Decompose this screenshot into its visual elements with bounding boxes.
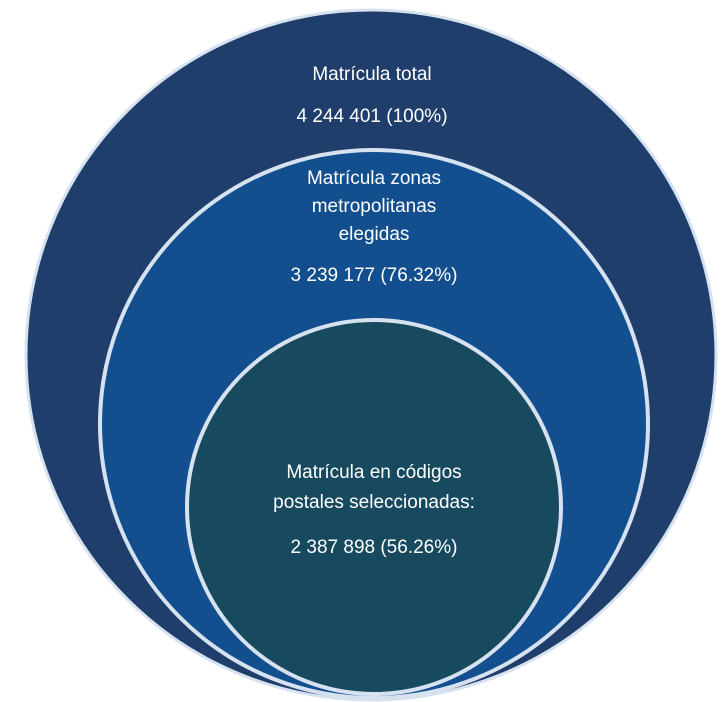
node-label: Matrícula zonas xyxy=(307,168,441,189)
node-label: Matrícula en códigos xyxy=(286,462,461,483)
node-value: 3 239 177 (76.32%) xyxy=(291,265,458,286)
node-label: Matrícula total xyxy=(312,64,431,85)
node-label: elegidas xyxy=(339,224,410,245)
node-value: 2 387 898 (56.26%) xyxy=(291,537,458,558)
node-label: metropolitanas xyxy=(312,196,437,217)
node-label: postales seleccionadas: xyxy=(273,492,475,513)
inner-circle xyxy=(185,318,563,696)
node-value: 4 244 401 (100%) xyxy=(296,106,447,127)
